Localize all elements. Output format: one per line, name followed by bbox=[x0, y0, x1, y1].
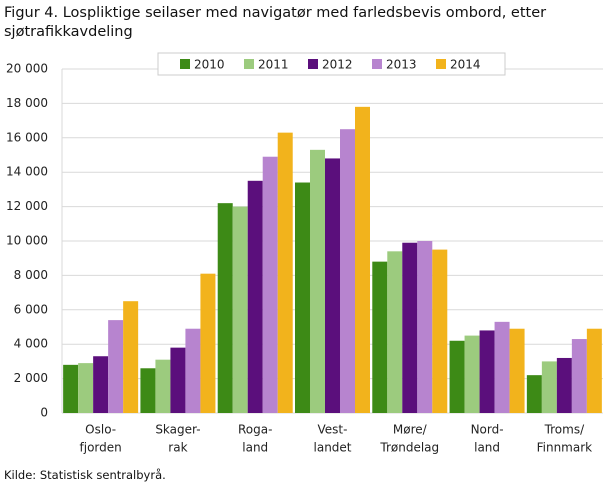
bar bbox=[295, 182, 310, 413]
legend-swatch bbox=[308, 59, 318, 69]
bar bbox=[200, 273, 216, 413]
bar bbox=[449, 340, 465, 413]
legend-swatch bbox=[244, 59, 254, 69]
x-tick-label: Oslo- bbox=[85, 423, 116, 437]
source-note: Kilde: Statistisk sentralbyrå. bbox=[4, 468, 166, 482]
bar bbox=[432, 249, 448, 413]
y-tick-label: 0 bbox=[40, 406, 48, 420]
x-tick-label: Troms/ bbox=[544, 423, 586, 437]
bar bbox=[185, 328, 201, 413]
x-tick-label: Møre/ bbox=[393, 423, 428, 437]
bar bbox=[123, 301, 139, 413]
bar bbox=[494, 321, 510, 413]
x-tick-label: rak bbox=[168, 441, 187, 455]
x-tick-label: Nord- bbox=[471, 423, 504, 437]
x-tick-label: land bbox=[242, 441, 268, 455]
legend-label: 2010 bbox=[194, 58, 225, 72]
legend-label: 2011 bbox=[258, 58, 289, 72]
bar bbox=[464, 335, 480, 413]
y-tick-label: 8 000 bbox=[14, 268, 48, 282]
chart-title: Figur 4. Lospliktige seilaser med naviga… bbox=[4, 5, 547, 40]
bar bbox=[277, 132, 293, 413]
bar bbox=[310, 149, 325, 413]
bar bbox=[63, 364, 79, 413]
y-tick-label: 16 000 bbox=[6, 130, 48, 144]
bar bbox=[541, 361, 557, 413]
bar bbox=[262, 156, 278, 413]
x-tick-label: Trøndelag bbox=[379, 441, 439, 455]
bar bbox=[78, 363, 94, 413]
bar bbox=[586, 328, 602, 413]
legend-label: 2013 bbox=[386, 58, 417, 72]
bar bbox=[325, 158, 340, 413]
bar bbox=[526, 375, 542, 413]
y-tick-label: 18 000 bbox=[6, 96, 48, 110]
bar bbox=[93, 356, 109, 413]
y-tick-label: 6 000 bbox=[14, 302, 48, 316]
legend-swatch bbox=[372, 59, 382, 69]
y-tick-label: 12 000 bbox=[6, 199, 48, 213]
bar bbox=[108, 320, 124, 413]
bar bbox=[571, 339, 587, 413]
legend-label: 2012 bbox=[322, 58, 353, 72]
x-tick-label: Roga- bbox=[238, 423, 272, 437]
x-tick-label: Finnmark bbox=[537, 441, 593, 455]
legend-label: 2014 bbox=[450, 58, 481, 72]
bar bbox=[509, 328, 525, 413]
y-tick-label: 14 000 bbox=[6, 165, 48, 179]
y-tick-label: 2 000 bbox=[14, 371, 48, 385]
x-tick-label: Skager- bbox=[155, 423, 200, 437]
bar bbox=[247, 180, 263, 413]
y-tick-label: 10 000 bbox=[6, 234, 48, 248]
bar bbox=[479, 330, 495, 413]
y-tick-label: 20 000 bbox=[6, 62, 48, 76]
x-tick-label: land bbox=[474, 441, 500, 455]
legend-box bbox=[157, 52, 506, 76]
bar bbox=[170, 347, 186, 413]
bar bbox=[387, 251, 403, 413]
bar bbox=[155, 359, 171, 413]
bar bbox=[372, 261, 388, 413]
bar bbox=[217, 203, 233, 413]
bar bbox=[355, 106, 370, 413]
x-tick-label: fjorden bbox=[80, 441, 122, 455]
x-tick-label: Vest- bbox=[318, 423, 348, 437]
bar bbox=[232, 206, 248, 413]
bar bbox=[340, 129, 355, 413]
bar bbox=[556, 357, 572, 413]
bar bbox=[402, 242, 418, 413]
bar bbox=[417, 241, 433, 413]
bar bbox=[140, 368, 156, 413]
legend-swatch bbox=[180, 59, 190, 69]
y-tick-label: 4 000 bbox=[14, 337, 48, 351]
x-tick-label: landet bbox=[314, 441, 352, 455]
legend-swatch bbox=[436, 59, 446, 69]
